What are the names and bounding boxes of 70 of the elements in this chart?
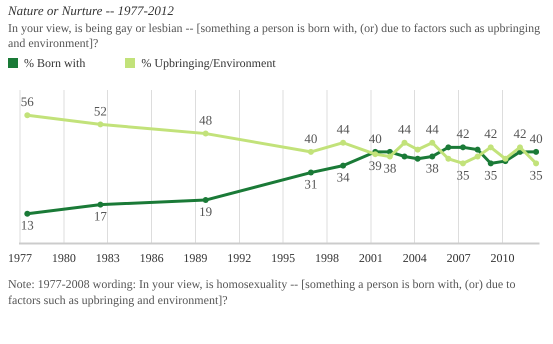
point xyxy=(533,148,539,155)
point xyxy=(414,146,421,153)
data-label: 48 xyxy=(199,112,212,128)
point xyxy=(372,151,378,158)
point xyxy=(340,162,346,169)
data-label: 34 xyxy=(336,170,350,185)
data-label: 42 xyxy=(484,126,498,142)
point xyxy=(308,148,314,155)
point xyxy=(474,146,481,153)
x-tick-label: 2010 xyxy=(490,250,514,265)
x-tick-label: 2004 xyxy=(402,250,427,265)
data-label: 38 xyxy=(383,160,396,176)
x-tick-label: 1983 xyxy=(96,250,120,265)
point xyxy=(429,140,436,146)
data-label: 44 xyxy=(426,122,440,137)
point xyxy=(414,156,421,162)
point xyxy=(340,140,346,146)
data-label: 44 xyxy=(398,122,412,137)
data-label: 56 xyxy=(20,94,34,110)
data-label: 13 xyxy=(20,218,34,233)
data-label: 44 xyxy=(336,122,350,137)
data-label: 35 xyxy=(456,167,470,182)
point xyxy=(445,156,452,162)
x-tick-label: 2001 xyxy=(358,250,383,265)
point xyxy=(97,202,104,208)
x-tick-label: 2007 xyxy=(446,250,471,265)
data-label: 17 xyxy=(94,208,108,224)
data-label: 39 xyxy=(368,158,382,174)
x-tick-label: 1980 xyxy=(52,250,76,265)
legend-label: % Born with xyxy=(23,56,86,71)
point xyxy=(488,160,494,166)
data-label: 42 xyxy=(456,126,470,142)
point xyxy=(202,197,209,204)
data-label: 38 xyxy=(426,160,439,176)
data-label: 52 xyxy=(94,103,107,118)
point xyxy=(460,144,466,150)
point xyxy=(202,130,209,137)
point xyxy=(386,153,393,160)
point xyxy=(445,144,452,150)
point xyxy=(429,153,436,160)
x-tick-label: 1998 xyxy=(315,250,340,265)
data-label: 35 xyxy=(484,167,498,182)
data-label: 42 xyxy=(513,126,526,142)
x-tick-label: 1977 xyxy=(8,250,32,265)
point xyxy=(460,160,466,166)
point xyxy=(24,210,30,217)
data-label: 40 xyxy=(304,130,318,146)
legend-label: % Upbringing/Environment xyxy=(140,56,276,71)
text: Note: 1977-2008 wording: In your view, is homosexuality -- [something a person is born with, (or) due to factors such as upbringing and environment]? xyxy=(8,276,516,308)
data-label: 40 xyxy=(530,130,543,146)
data-label: 40 xyxy=(368,130,382,146)
point xyxy=(402,140,408,146)
point xyxy=(502,156,508,162)
data-label: 19 xyxy=(199,204,212,219)
data-label: 35 xyxy=(530,167,543,182)
x-tick-label: 1995 xyxy=(271,250,296,265)
chart-subtitle: In your view, is being gay or lesbian -- [something a person is born with, (or) due to factors such as upbringing and environment]? xyxy=(8,21,542,51)
point xyxy=(488,144,494,150)
point xyxy=(97,121,104,128)
point xyxy=(24,112,30,118)
point xyxy=(308,170,314,176)
point xyxy=(402,153,408,160)
point xyxy=(516,144,523,150)
x-tick-label: 1989 xyxy=(183,250,208,265)
x-tick-label: 1992 xyxy=(227,250,252,265)
point xyxy=(533,160,539,166)
chart-title: Nature or Nurture -- 1977-2012 xyxy=(8,3,174,19)
data-label: 31 xyxy=(304,176,318,192)
point xyxy=(474,153,481,160)
x-tick-label: 1986 xyxy=(140,250,164,265)
